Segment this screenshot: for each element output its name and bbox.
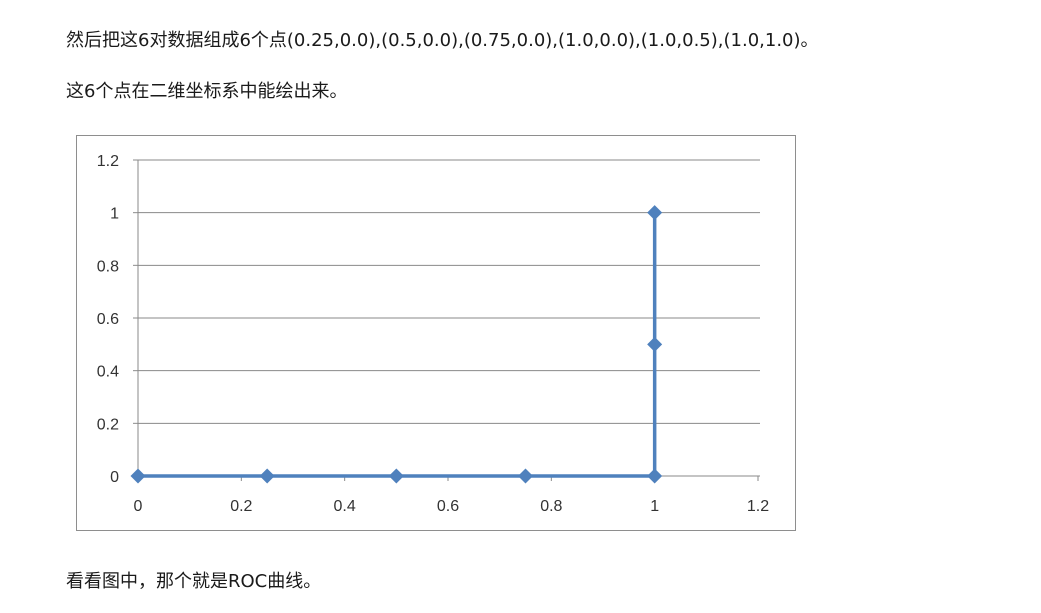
data-point-marker xyxy=(647,468,663,484)
roc-chart-svg: 0 0.2 0.4 0.6 0.8 1 1.2 0 0.2 0.4 0.6 0.8 1 1.2 xyxy=(97,153,769,515)
data-point-marker xyxy=(130,468,146,484)
conclusion-paragraph: 看看图中，那个就是ROC曲线。 xyxy=(66,571,322,592)
x-tick-label: 0.4 xyxy=(334,498,356,515)
roc-series-line xyxy=(138,212,657,478)
data-point-marker xyxy=(259,468,275,484)
x-tick-label: 1 xyxy=(650,498,659,515)
data-point-marker xyxy=(388,468,404,484)
data-point-marker xyxy=(518,468,533,484)
y-tick-label: 0.2 xyxy=(97,416,119,433)
x-tick-label: 0.2 xyxy=(230,498,252,515)
x-tick-label: 0.8 xyxy=(540,498,562,515)
x-tick-label: 0.6 xyxy=(437,498,459,515)
intro-paragraph: 然后把这6对数据组成6个点(0.25,0.0),(0.5,0.0),(0.75,… xyxy=(66,30,819,51)
y-tick-label: 0.8 xyxy=(97,258,119,275)
y-tick-label: 1 xyxy=(110,206,119,223)
y-tick-label: 1.2 xyxy=(97,153,119,170)
y-tick-label: 0 xyxy=(110,469,119,486)
x-tick-label: 0 xyxy=(134,498,143,515)
y-tick-label: 0.4 xyxy=(97,364,119,381)
data-point-marker xyxy=(647,205,663,221)
roc-chart: 0 0.2 0.4 0.6 0.8 1 1.2 0 0.2 0.4 0.6 0.8 1 1.2 xyxy=(76,135,796,531)
plot-description-paragraph: 这6个点在二维坐标系中能绘出来。 xyxy=(66,81,348,102)
y-tick-label: 0.6 xyxy=(97,311,119,328)
x-tick-label: 1.2 xyxy=(747,498,769,515)
data-point-marker xyxy=(647,336,663,352)
